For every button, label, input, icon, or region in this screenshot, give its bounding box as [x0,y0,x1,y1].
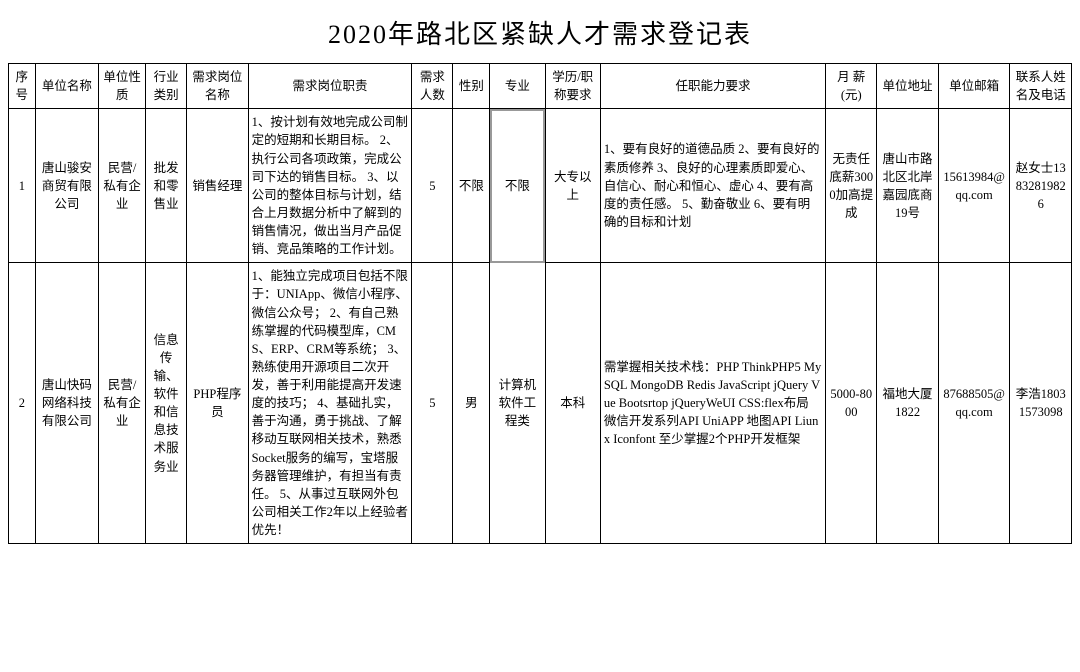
registration-table: 序号 单位名称 单位性质 行业类别 需求岗位名称 需求岗位职责 需求人数 性别 … [8,63,1072,544]
cell-industry: 批发和零售业 [146,109,187,263]
document-sheet: 2020年路北区紧缺人才需求登记表 序号 单位名称 单位性质 行业类别 [8,8,1072,544]
cell-seq: 1 [9,109,36,263]
col-gender: 性别 [453,64,490,109]
cell-gender: 男 [453,263,490,544]
cell-seq: 2 [9,263,36,544]
cell-addr: 唐山市路北区北岸嘉园底商19号 [877,109,938,263]
col-post: 需求岗位名称 [187,64,248,109]
cell-req: 1、要有良好的道德品质 2、要有良好的素质修养 3、良好的心理素质即爱心、自信心… [600,109,825,263]
cell-salary: 5000-8000 [826,263,877,544]
col-seq: 序号 [9,64,36,109]
cell-major: 不限 [490,109,545,263]
cell-salary: 无责任底薪3000加高提成 [826,109,877,263]
col-contact: 联系人姓名及电话 [1010,64,1072,109]
table-header-row: 序号 单位名称 单位性质 行业类别 需求岗位名称 需求岗位职责 需求人数 性别 … [9,64,1072,109]
cell-addr: 福地大厦1822 [877,263,938,544]
cell-major: 计算机软件工程类 [490,263,545,544]
col-org: 单位名称 [35,64,98,109]
cell-count: 5 [412,263,453,544]
cell-count: 5 [412,109,453,263]
cell-post: 销售经理 [187,109,248,263]
table-row: 2 唐山快码网络科技有限公司 民营/私有企业 信息传输、软件和信息技术服务业 P… [9,263,1072,544]
cell-duty: 1、能独立完成项目包括不限于：UNIApp、微信小程序、微信公众号； 2、有自己… [248,263,412,544]
page-title: 2020年路北区紧缺人才需求登记表 [8,8,1072,63]
cell-org: 唐山骏安商贸有限公司 [35,109,98,263]
col-email: 单位邮箱 [938,64,1010,109]
cell-industry: 信息传输、软件和信息技术服务业 [146,263,187,544]
cell-email: 15613984@qq.com [938,109,1010,263]
cell-nature: 民营/私有企业 [99,109,146,263]
col-req: 任职能力要求 [600,64,825,109]
cell-nature: 民营/私有企业 [99,263,146,544]
cell-gender: 不限 [453,109,490,263]
cell-email: 87688505@qq.com [938,263,1010,544]
col-major: 专业 [490,64,545,109]
table-row: 1 唐山骏安商贸有限公司 民营/私有企业 批发和零售业 销售经理 1、按计划有效… [9,109,1072,263]
cell-edu: 本科 [545,263,600,544]
cell-contact: 李浩18031573098 [1010,263,1072,544]
col-nature: 单位性质 [99,64,146,109]
col-edu: 学历/职称要求 [545,64,600,109]
col-count: 需求人数 [412,64,453,109]
cell-contact: 赵女士13832819826 [1010,109,1072,263]
cell-post: PHP程序员 [187,263,248,544]
cell-edu: 大专以上 [545,109,600,263]
cell-req: 需掌握相关技术栈：PHP ThinkPHP5 MySQL MongoDB Red… [600,263,825,544]
cell-org: 唐山快码网络科技有限公司 [35,263,98,544]
col-addr: 单位地址 [877,64,938,109]
col-industry: 行业类别 [146,64,187,109]
cell-duty: 1、按计划有效地完成公司制定的短期和长期目标。 2、执行公司各项政策，完成公司下… [248,109,412,263]
col-salary: 月 薪(元) [826,64,877,109]
col-duty: 需求岗位职责 [248,64,412,109]
